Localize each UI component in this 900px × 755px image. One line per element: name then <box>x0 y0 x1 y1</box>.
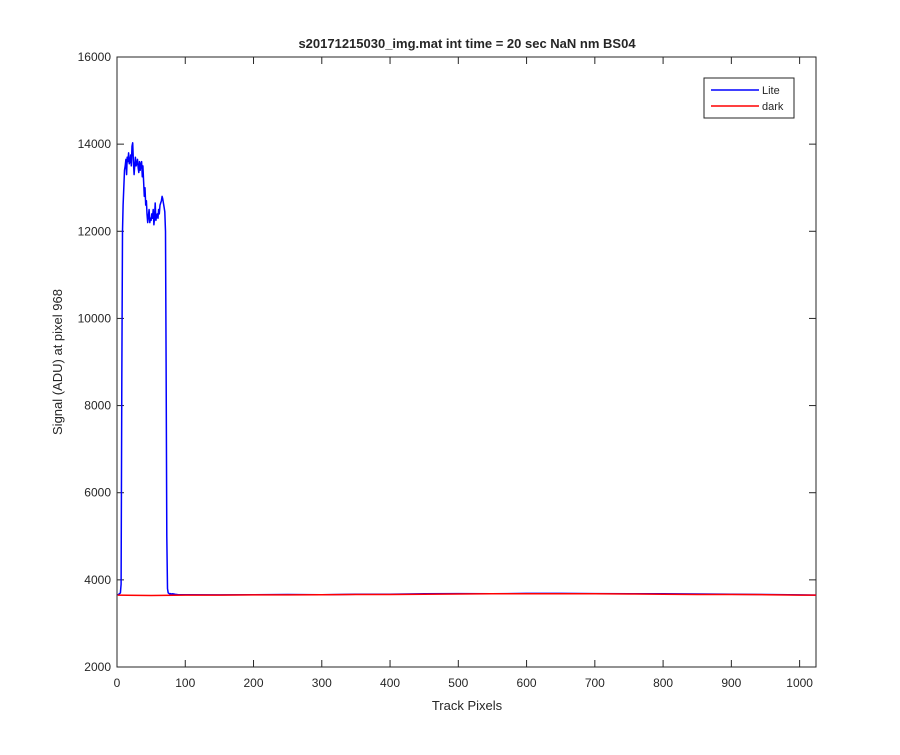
x-tick-label: 600 <box>517 676 537 690</box>
x-tick-label: 100 <box>175 676 195 690</box>
x-tick-label: 700 <box>585 676 605 690</box>
axes: 0 100 200 300 400 500 600 700 800 900 1000 2000 4000… <box>78 50 817 690</box>
x-tick-label: 500 <box>448 676 468 690</box>
y-tick-label: 14000 <box>78 137 112 151</box>
y-tick-label: 2000 <box>84 660 111 674</box>
x-tick-label: 0 <box>114 676 121 690</box>
y-tick-label: 6000 <box>84 486 111 500</box>
x-tick-label: 300 <box>312 676 332 690</box>
series-line-dark <box>117 593 816 597</box>
y-tick-label: 8000 <box>84 399 111 413</box>
legend-label-lite: Lite <box>762 85 780 97</box>
legend-box <box>703 77 795 119</box>
chart-title: s20171215030_img.mat int time = 20 sec N… <box>298 36 636 51</box>
y-tick-label: 4000 <box>84 573 111 587</box>
x-tick-label: 900 <box>721 676 741 690</box>
legend: Lite dark <box>703 77 795 119</box>
x-axis-label: Track Pixels <box>432 698 503 713</box>
y-tick-label: 16000 <box>78 50 112 64</box>
y-tick-label: 10000 <box>78 311 112 325</box>
x-tick-label: 200 <box>244 676 264 690</box>
x-tick-label: 400 <box>380 676 400 690</box>
y-tick-label: 12000 <box>78 224 112 238</box>
y-axis-label: Signal (ADU) at pixel 968 <box>50 289 65 435</box>
x-tick-label: 800 <box>653 676 673 690</box>
x-tick-label: 1000 <box>786 676 813 690</box>
plot-area <box>116 56 817 668</box>
legend-label-dark: dark <box>762 101 784 113</box>
series-lines <box>117 142 817 597</box>
